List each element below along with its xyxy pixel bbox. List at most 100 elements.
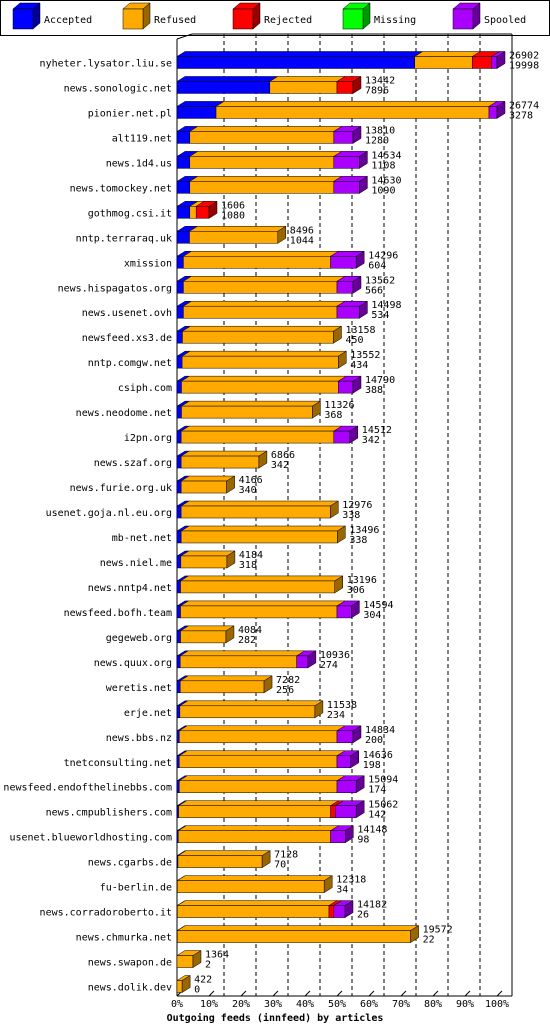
bar-segment-top [268,76,346,82]
bar-segment-refused [179,705,316,719]
bar-segment-refused [178,755,338,768]
bar-segment-accepted [176,330,183,344]
row-name: news.niel.me [100,558,172,569]
row-accepted: 318 [239,560,257,571]
bar-segment-refused [414,56,473,69]
row-total: 6866 [271,450,295,461]
bar-segment-top [188,151,343,157]
bar-side [323,875,333,894]
bar-segment-top [179,600,346,607]
row-name: news.cgarbs.de [88,858,172,869]
bar-segment-accepted [176,655,181,669]
bar-segment-top [179,650,306,657]
x-tick-mark [432,990,439,997]
bar-segment-spooled [336,730,354,744]
row-accepted: 450 [345,335,363,346]
row-accepted: 98 [357,835,369,846]
bar-side [410,925,419,944]
bar-segment-top [180,525,347,532]
legend-label: Accepted [44,15,92,26]
bar-row [176,600,361,619]
bar-segment-top [180,500,340,507]
bar-segment-refused [181,355,339,369]
bar-segment-spooled [333,181,360,194]
bar-segment-top [179,700,324,707]
bar-row [176,850,271,869]
bar-segment-accepted [176,206,191,219]
bars [176,51,506,993]
row-total: 14534 [371,150,401,161]
row-total: 8496 [290,225,314,236]
bar-side [352,375,362,394]
row-accepted: 174 [368,785,386,796]
bar-segment-top [177,825,340,831]
bar-row [176,51,506,69]
row-total: 14594 [363,600,393,611]
row-total: 1364 [205,950,229,961]
x-tick-mark [400,990,407,997]
row-total: 11538 [327,700,357,711]
chart-title: Outgoing feeds (innfeed) by articles [167,1012,384,1024]
bar-segment-accepted [176,181,191,194]
bar-segment-top [188,126,343,132]
bar-segment-refused [178,830,331,843]
bar-side [225,625,235,644]
row-name: news.chmurka.net [76,933,172,944]
row-total: 26902 [509,50,539,61]
bar-segment-refused [176,980,183,993]
bar-side [359,150,368,169]
row-name: fu-berlin.de [100,883,172,894]
bar-row [176,76,362,94]
bar-row [176,300,369,319]
bar-row [176,425,359,444]
row-accepted: 142 [368,810,386,821]
bar-side [337,525,346,544]
bar-segment-refused [181,380,339,394]
row-accepted: 1090 [371,185,395,196]
bar-side [352,725,362,744]
row-total: 14630 [371,175,401,186]
x-tick-mark [336,990,343,997]
row-name: pionier.net.pl [88,108,172,119]
bar-row [176,975,191,993]
x-tick-label: 40% [296,999,314,1010]
bar-row [176,175,369,194]
bar-segment-top [188,226,287,232]
row-total: 13442 [365,75,395,86]
legend-item-spooled: Spooled [452,2,526,30]
legend-swatch [122,8,144,30]
bar-segment-spooled [296,655,309,669]
bar-side [496,51,506,69]
bar-side [261,850,271,869]
legend: Accepted Refused Rejected Missing Spooled [0,0,550,36]
bar-segment-top [215,101,498,107]
row-accepted: 19998 [509,60,539,71]
row-accepted: 274 [320,660,338,671]
bar-segment-rejected [328,905,335,918]
bar-row [176,525,347,544]
bar-segment-refused [178,780,338,793]
row-name: nyheter.lysator.liu.se [40,58,172,69]
bar-segment-top [180,425,343,432]
row-name: gegeweb.org [106,633,172,644]
bar-segment-spooled [333,430,351,444]
row-accepted: 1080 [221,210,245,221]
row-accepted: 256 [276,685,294,696]
bar-row [176,325,343,344]
row-accepted: 1108 [371,160,395,171]
row-accepted: 604 [368,260,386,271]
bar-segment-spooled [335,805,357,818]
row-total: 12976 [342,500,372,511]
bar-segment-top [179,575,344,582]
bar-side [352,76,362,94]
legend-swatch [232,8,254,30]
row-accepted: 388 [365,385,383,396]
x-tick-label: 70% [392,999,410,1010]
bar-segment-top [178,750,346,756]
bar-row [176,450,268,469]
bar-segment-refused [180,505,331,519]
bar-segment-top [180,450,268,457]
row-total: 14182 [357,900,387,911]
bar-segment-top [176,76,279,82]
